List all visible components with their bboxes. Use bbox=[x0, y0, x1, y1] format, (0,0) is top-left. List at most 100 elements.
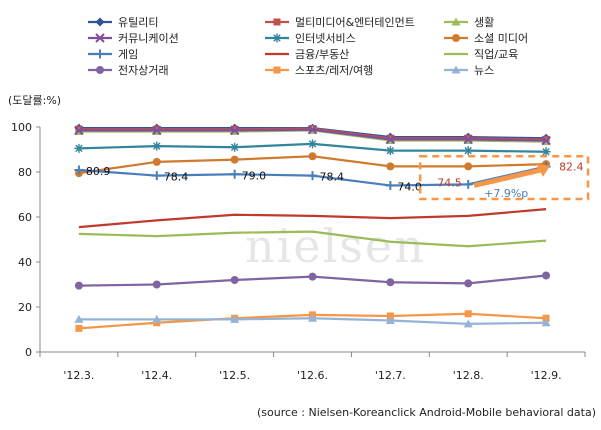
x-tick-label: '12.7. bbox=[375, 369, 406, 382]
data-point bbox=[308, 272, 317, 281]
series-전자상거래 bbox=[74, 271, 551, 290]
legend-item-게임: 게임 bbox=[88, 48, 138, 61]
legend-item-뉴스: 뉴스 bbox=[444, 64, 494, 77]
annotations: 80.9 78.4 79.0 78.4 74.0 74.5 82.4 +7.9%p bbox=[86, 155, 590, 201]
data-point bbox=[386, 278, 395, 287]
data-point bbox=[230, 155, 239, 164]
legend-item-직업-교육: 직업/교육 bbox=[444, 48, 518, 61]
legend-item-전자상거래: 전자상거래 bbox=[88, 64, 169, 77]
legend-label: 금융/부동산 bbox=[295, 48, 349, 61]
highlight-box bbox=[418, 155, 590, 201]
legend-item-금융-부동산: 금융/부동산 bbox=[265, 48, 349, 61]
legend-item-인터넷서비스: 인터넷서비스 bbox=[265, 32, 356, 45]
data-label: 78.4 bbox=[320, 171, 345, 184]
data-point bbox=[152, 280, 161, 289]
data-point bbox=[308, 171, 317, 181]
data-point bbox=[75, 324, 83, 332]
legend-item-생활: 생활 bbox=[444, 15, 494, 29]
legend-item-커뮤니케이션: 커뮤니케이션 bbox=[88, 32, 179, 45]
y-tick-label: 0 bbox=[25, 346, 32, 359]
data-point bbox=[386, 162, 395, 171]
series-직업-교육 bbox=[78, 230, 547, 248]
data-point bbox=[464, 162, 473, 171]
x-axis: '12.3. '12.4. '12.5. '12.6. '12.7. '12.8. '12.… bbox=[39, 352, 586, 382]
data-point bbox=[464, 279, 473, 288]
legend-marker bbox=[272, 33, 282, 43]
legend-marker bbox=[95, 33, 105, 43]
x-tick-label: '12.8. bbox=[453, 369, 484, 382]
series-인터넷서비스 bbox=[74, 139, 551, 157]
growth-arrow bbox=[473, 167, 543, 188]
legend-item-멀티미디어-엔터테인먼트: 멀티미디어&엔터테인먼트 bbox=[265, 16, 415, 29]
y-tick-label: 100 bbox=[11, 121, 32, 134]
data-point bbox=[230, 276, 239, 284]
legend-label: 유틸리티 bbox=[118, 16, 158, 29]
watermark: nielsen bbox=[245, 219, 426, 273]
data-point bbox=[152, 157, 161, 166]
data-point bbox=[463, 179, 473, 189]
legend-label: 커뮤니케이션 bbox=[118, 32, 179, 45]
legend-marker bbox=[452, 34, 460, 42]
y-tick-label: 60 bbox=[18, 211, 32, 224]
x-tick-label: '12.5. bbox=[219, 369, 250, 382]
series-커뮤니케이션 bbox=[74, 124, 551, 146]
y-unit-label: (도달률:%) bbox=[8, 94, 61, 107]
data-label: 78.4 bbox=[164, 171, 189, 184]
source-note: (source : Nielsen-Koreanclick Android-Mo… bbox=[257, 406, 596, 419]
growth-annotation: +7.9%p bbox=[484, 187, 528, 200]
y-tick-label: 40 bbox=[18, 256, 32, 269]
legend-marker bbox=[451, 65, 461, 74]
legend-item-유틸리티: 유틸리티 bbox=[88, 16, 158, 29]
data-point bbox=[463, 134, 473, 145]
data-label: 74.5 bbox=[437, 176, 462, 189]
x-tick-label: '12.4. bbox=[141, 369, 172, 382]
legend-label: 전자상거래 bbox=[118, 64, 169, 77]
data-point bbox=[152, 141, 162, 151]
legend-marker bbox=[451, 17, 461, 26]
data-point bbox=[230, 314, 240, 323]
legend-marker bbox=[273, 66, 281, 74]
series-line bbox=[78, 208, 547, 229]
data-point bbox=[308, 152, 317, 161]
legend-label: 생활 bbox=[474, 15, 494, 29]
legend-label: 뉴스 bbox=[474, 64, 494, 77]
data-label: 80.9 bbox=[86, 165, 111, 178]
x-tick-label: '12.3. bbox=[63, 369, 94, 382]
data-point bbox=[463, 319, 473, 328]
series-금융-부동산 bbox=[78, 208, 547, 229]
legend-label: 직업/교육 bbox=[474, 48, 518, 61]
data-point bbox=[152, 125, 162, 136]
data-point bbox=[307, 124, 318, 135]
legend-label: 게임 bbox=[118, 48, 138, 61]
y-axis: 0 20 40 60 80 100 bbox=[11, 121, 40, 359]
data-point bbox=[230, 169, 240, 179]
data-label: 74.0 bbox=[397, 181, 422, 194]
legend-marker bbox=[96, 66, 104, 74]
data-point bbox=[74, 125, 84, 136]
legend-item-스포츠-레저-여행: 스포츠/레저/여행 bbox=[265, 64, 373, 77]
data-point bbox=[229, 125, 240, 136]
data-point bbox=[385, 181, 395, 190]
legend-marker bbox=[95, 49, 105, 59]
data-point bbox=[152, 314, 162, 323]
legend-item-소셜-미디어: 소셜 미디어 bbox=[444, 32, 528, 45]
plot-area bbox=[39, 127, 585, 353]
series-line bbox=[78, 230, 547, 248]
data-label: 82.4 bbox=[559, 161, 584, 174]
series-group bbox=[74, 123, 551, 332]
series-뉴스 bbox=[74, 313, 551, 328]
data-point bbox=[385, 134, 396, 145]
x-tick-label: '12.6. bbox=[297, 369, 328, 382]
data-point bbox=[385, 316, 395, 324]
data-point bbox=[541, 135, 551, 146]
data-point bbox=[385, 146, 395, 156]
data-label: 79.0 bbox=[242, 169, 267, 182]
data-point bbox=[464, 310, 472, 318]
legend-marker bbox=[273, 18, 281, 26]
legend-label: 인터넷서비스 bbox=[295, 32, 356, 45]
data-point bbox=[230, 142, 240, 152]
legend-label: 스포츠/레저/여행 bbox=[295, 64, 373, 77]
y-tick-label: 20 bbox=[18, 301, 32, 314]
